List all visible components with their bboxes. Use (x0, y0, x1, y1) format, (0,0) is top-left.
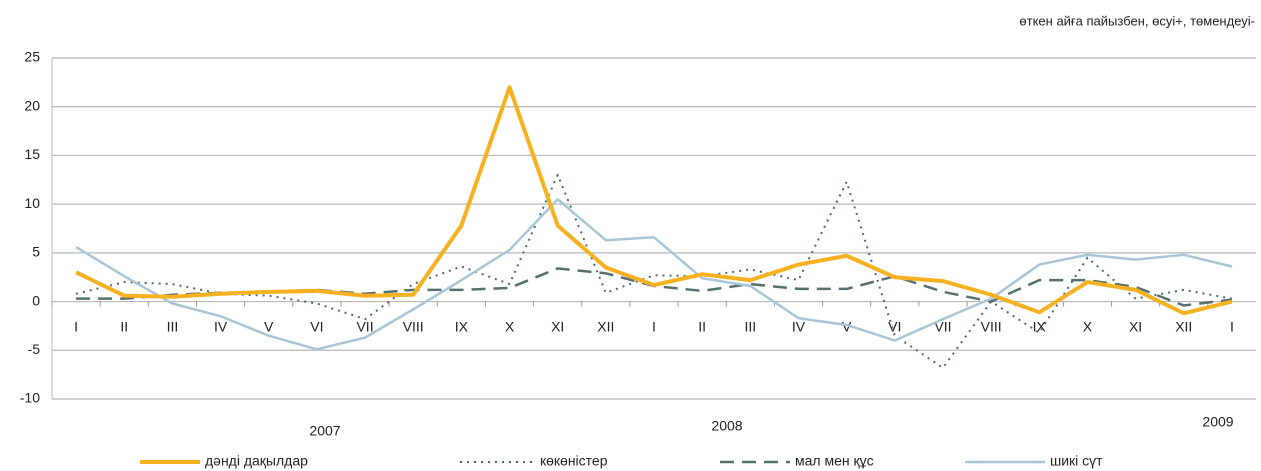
x-tick-label: VI (310, 318, 323, 334)
x-tick-label: IX (1033, 318, 1047, 334)
x-tick-label: VIII (403, 318, 424, 334)
x-tick-label: X (1083, 318, 1093, 334)
legend-label: мал мен құс (795, 453, 874, 469)
year-label: 2007 (309, 423, 340, 439)
year-label: 2008 (711, 418, 742, 434)
x-tick-label: XII (597, 318, 614, 334)
y-tick-label: 20 (24, 97, 40, 113)
series-line (75, 85, 1233, 316)
y-tick-label: -5 (28, 341, 41, 357)
x-tick-label: V (264, 318, 274, 334)
x-tick-label: I (74, 318, 78, 334)
y-tick-label: 5 (32, 244, 40, 260)
y-tick-label: 15 (24, 146, 40, 162)
legend-label: көкөністер (540, 453, 608, 469)
year-label: 2009 (1202, 414, 1233, 430)
x-tick-label: I (652, 318, 656, 334)
x-tick-label: VI (888, 318, 901, 334)
x-tick-label: VII (356, 318, 373, 334)
x-tick-label: IV (214, 318, 228, 334)
x-tick-label: IV (792, 318, 806, 334)
y-tick-label: 0 (32, 292, 40, 308)
x-tick-label: IX (455, 318, 469, 334)
x-tick-label: I (1230, 318, 1234, 334)
chart-subtitle: өткен айға пайызбен, өсуі+, төмендеуі- (1019, 13, 1255, 28)
y-tick-label: 10 (24, 195, 40, 211)
legend-label: дәнді дақылдар (205, 453, 308, 469)
legend-label: шикі сүт (1050, 453, 1103, 469)
x-tick-label: III (167, 318, 179, 334)
x-tick-label: II (698, 318, 706, 334)
x-tick-label: III (744, 318, 756, 334)
y-tick-label: 25 (24, 49, 40, 65)
x-tick-label: VIII (981, 318, 1002, 334)
series-line (75, 198, 1233, 351)
x-tick-label: XII (1175, 318, 1192, 334)
x-tick-label: XI (1129, 318, 1142, 334)
x-tick-label: X (505, 318, 515, 334)
y-tick-label: -10 (20, 390, 40, 406)
x-tick-label: XI (551, 318, 564, 334)
x-tick-label: II (120, 318, 128, 334)
